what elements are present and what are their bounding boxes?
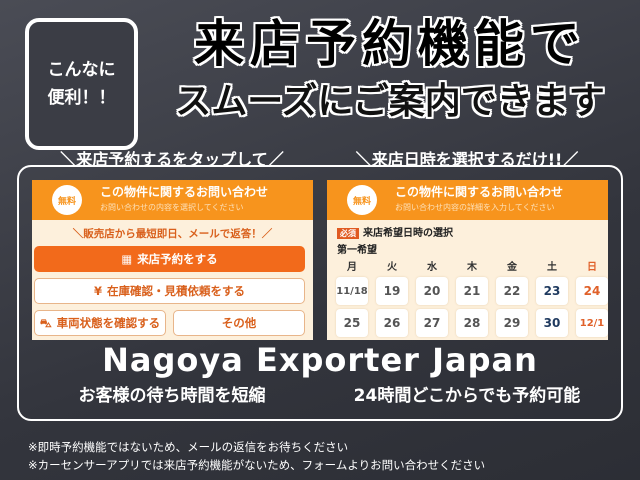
note-1: ※即時予約機能ではないため、メールの返信をお待ちください [28, 440, 349, 454]
badge-line1: こんなに [47, 60, 116, 80]
badge-line2: 便利！！ [47, 88, 116, 108]
car-icon: ⛍ [39, 316, 52, 330]
field-label: 来店希望日時の選択 [363, 228, 453, 239]
feature-panel [17, 165, 623, 421]
visit-label: 来店予約をする [137, 252, 218, 266]
date-cell[interactable]: 30 [536, 309, 568, 337]
required-badge: 必須 [337, 228, 359, 239]
date-cell[interactable]: 21 [456, 277, 488, 305]
free-badge: 無料 [347, 185, 377, 215]
header-sub: お問い合わせ内容の詳細を入力してください [395, 203, 555, 212]
date-cell[interactable]: 24 [576, 277, 608, 305]
stock-quote-button[interactable]: ¥ 在庫確認・見積依頼をする [34, 278, 305, 304]
date-cell[interactable]: 26 [376, 309, 408, 337]
inquiry-screen: 無料 この物件に関するお問い合わせ お問い合わせの内容を選択してください ＼販売… [32, 180, 313, 340]
title-line1: 来店予約機能で [194, 15, 586, 73]
date-cell[interactable]: 12/1 [576, 309, 608, 337]
title-line2: スムーズにご案内できます [175, 81, 605, 122]
inquiry-header: 無料 この物件に関するお問い合わせ お問い合わせの内容を選択してください [32, 180, 313, 220]
date-cell[interactable]: 25 [336, 309, 368, 337]
watermark: Nagoya Exporter Japan [102, 341, 538, 379]
date-cell[interactable]: 19 [376, 277, 408, 305]
weekday-label: 水 [427, 262, 437, 273]
date-cell[interactable]: 23 [536, 277, 568, 305]
free-badge: 無料 [52, 185, 82, 215]
weekday-label: 月 [347, 262, 357, 273]
other-button[interactable]: その他 [173, 310, 305, 336]
weekday-label: 日 [587, 262, 597, 273]
header-title: この物件に関するお問い合わせ [395, 185, 564, 199]
date-field-label: 必須 来店希望日時の選択 [337, 227, 453, 240]
weekday-label: 土 [547, 262, 557, 273]
header-title: この物件に関するお問い合わせ [100, 185, 269, 199]
store-icon: ▦ [121, 252, 133, 266]
vehicle-condition-button[interactable]: ⛍ 車両状態を確認する [34, 310, 166, 336]
header-sub: お問い合わせの内容を選択してください [100, 203, 244, 212]
note-2: ※カーセンサーアプリでは来店予約機能がないため、フォームよりお問い合わせください [28, 458, 486, 472]
notice-text: ＼販売店から最短即日、メールで返答！／ [72, 228, 273, 240]
date-cell[interactable]: 20 [416, 277, 448, 305]
other-label: その他 [221, 316, 257, 330]
right-heading: ＼来店日時を選択するだけ!!／ [355, 150, 579, 169]
reservation-screen: 無料 この物件に関するお問い合わせ お問い合わせ内容の詳細を入力してください 必… [327, 180, 608, 340]
visit-reservation-button[interactable]: ▦ 来店予約をする [34, 246, 305, 272]
date-cell[interactable]: 27 [416, 309, 448, 337]
reservation-header: 無料 この物件に関するお問い合わせ お問い合わせ内容の詳細を入力してください [327, 180, 608, 220]
right-caption: 24時間どこからでも予約可能 [353, 386, 581, 406]
convenience-badge: こんなに 便利！！ [25, 18, 138, 150]
weekday-label: 木 [467, 262, 477, 273]
weekday-label: 金 [507, 262, 517, 273]
date-cell[interactable]: 29 [496, 309, 528, 337]
weekday-label: 火 [387, 262, 397, 273]
left-caption: お客様の待ち時間を短縮 [78, 386, 266, 406]
yen-icon: ¥ [93, 284, 102, 298]
first-choice-label: 第一希望 [337, 245, 377, 256]
date-cell[interactable]: 11/18 [336, 277, 368, 305]
stock-label: 在庫確認・見積依頼をする [107, 284, 245, 298]
left-heading: ＼来店予約するをタップして／ [60, 150, 284, 169]
date-cell[interactable]: 28 [456, 309, 488, 337]
date-cell[interactable]: 22 [496, 277, 528, 305]
car-label: 車両状態を確認する [56, 316, 161, 330]
